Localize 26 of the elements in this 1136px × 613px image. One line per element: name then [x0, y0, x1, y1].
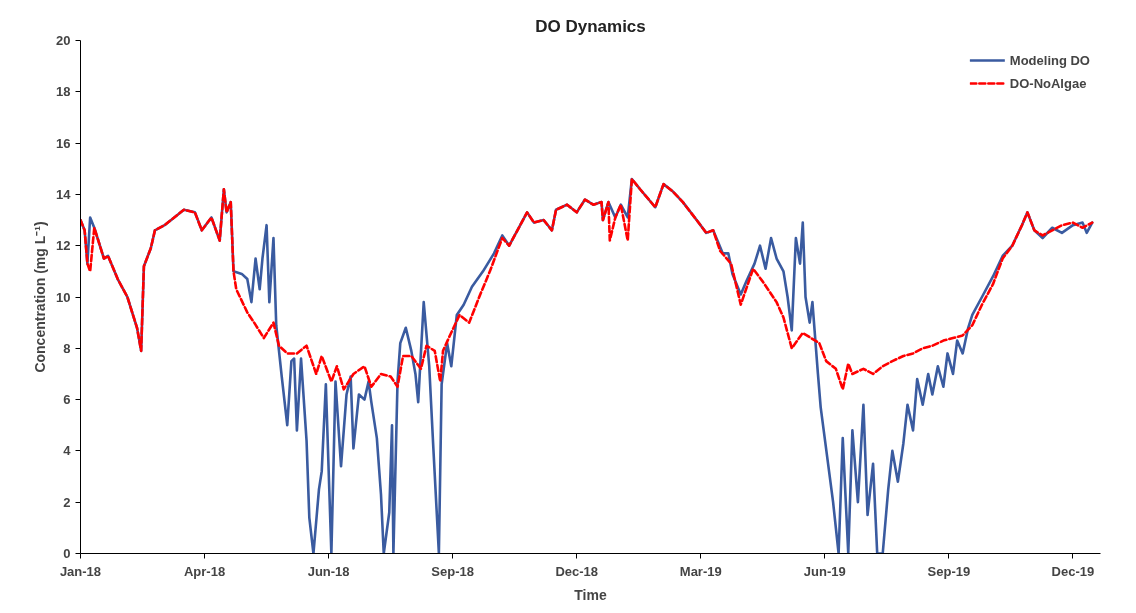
x-axis-title: Time — [574, 586, 607, 603]
y-tick-label: 6 — [63, 392, 71, 408]
y-tick-label: 18 — [56, 84, 71, 100]
x-tick-label: Dec-18 — [555, 563, 599, 579]
x-tick-label: Jun-18 — [307, 563, 350, 579]
legend-label: DO-NoAlgae — [1009, 75, 1087, 91]
y-tick-label: 4 — [63, 443, 72, 459]
chart-title: DO Dynamics — [535, 16, 646, 36]
x-tick-label: Mar-19 — [679, 563, 722, 579]
y-tick-label: 2 — [63, 494, 71, 510]
legend-label: Modeling DO — [1009, 52, 1090, 68]
x-tick-label: Sep-18 — [431, 563, 474, 579]
y-tick-label: 16 — [56, 135, 71, 151]
y-tick-label: 12 — [56, 238, 71, 254]
x-tick-label: Jun-19 — [803, 563, 846, 579]
y-tick-label: 20 — [56, 33, 71, 48]
y-axis-title: Concentration (mg L⁻¹) — [32, 221, 49, 373]
x-tick-label: Apr-18 — [183, 563, 226, 579]
y-tick-label: 8 — [63, 340, 71, 356]
y-tick-label: 10 — [56, 289, 71, 305]
y-tick-label: 0 — [63, 546, 71, 561]
line-series — [80, 177, 1094, 391]
x-tick-label: Sep-19 — [927, 563, 971, 579]
x-tick-label: Jan-18 — [59, 563, 102, 579]
y-tick-label: 14 — [56, 186, 72, 202]
x-tick-label: Dec-19 — [1051, 563, 1095, 579]
